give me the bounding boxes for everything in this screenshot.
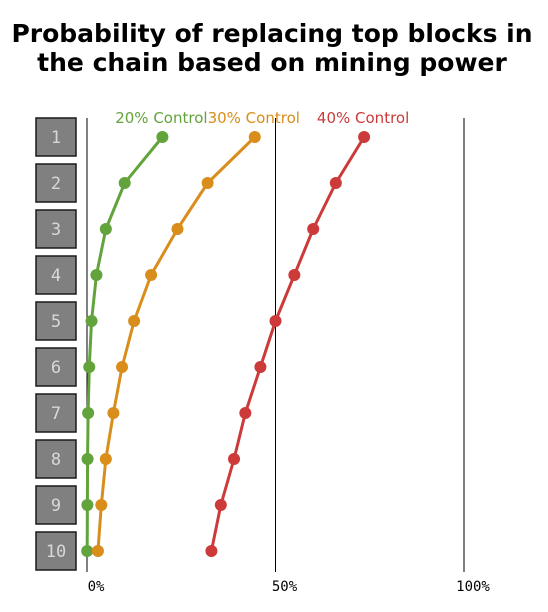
- block-box-5: [35, 301, 77, 341]
- x-axis-ticks: 0% 50% 100%: [88, 579, 491, 595]
- block-box-8: [35, 439, 77, 479]
- block-label-4: 4: [51, 266, 61, 286]
- series-1-point-4: [145, 269, 158, 281]
- block-label-1: 1: [51, 128, 61, 148]
- series-1-point-2: [201, 177, 214, 189]
- block-box-3: [35, 209, 77, 249]
- x-tick-label-100: 100%: [456, 579, 490, 595]
- x-tick-label-50: 50%: [272, 579, 298, 595]
- gridlines: [86, 118, 465, 572]
- block-label-3: 3: [51, 220, 61, 240]
- x-tick-label-0: 0%: [88, 579, 105, 595]
- block-label-5: 5: [51, 312, 61, 332]
- series-2-point-8: [228, 453, 241, 465]
- block-labels: 1 2 3 4 5 6 7 8 9 10: [35, 117, 77, 571]
- series-layer: [81, 131, 371, 557]
- series-0-point-4: [90, 269, 103, 281]
- block-box-10: [35, 531, 77, 571]
- series-0-point-8: [81, 453, 94, 465]
- series-0-point-2: [118, 177, 131, 189]
- series-1-point-7: [107, 407, 120, 419]
- block-label-8: 8: [51, 450, 61, 470]
- block-label-6: 6: [51, 358, 61, 378]
- series-2-point-6: [254, 361, 267, 373]
- series-0-point-10: [81, 545, 94, 557]
- series-2-point-5: [269, 315, 282, 327]
- series-2-point-2: [329, 177, 342, 189]
- block-box-6: [35, 347, 77, 387]
- block-label-9: 9: [51, 496, 61, 516]
- block-label-7: 7: [51, 404, 61, 424]
- series-0-point-1: [156, 131, 169, 143]
- legend: 20% Control 30% Control 40% Control: [115, 109, 409, 127]
- block-box-7: [35, 393, 77, 433]
- series-1-point-8: [99, 453, 112, 465]
- block-label-2: 2: [51, 174, 61, 194]
- series-0-point-5: [85, 315, 98, 327]
- block-box-9: [35, 485, 77, 525]
- series-2-point-9: [214, 499, 227, 511]
- series-0-point-6: [83, 361, 96, 373]
- series-2-point-10: [205, 545, 218, 557]
- legend-label-2: 40% Control: [317, 109, 409, 127]
- block-box-1: [35, 117, 77, 157]
- series-1-point-5: [128, 315, 141, 327]
- series-line-1: [96, 135, 256, 552]
- series-2-point-7: [239, 407, 252, 419]
- series-1-point-9: [95, 499, 108, 511]
- series-2-point-4: [288, 269, 301, 281]
- legend-label-1: 30% Control: [208, 109, 300, 127]
- series-0-point-9: [81, 499, 94, 511]
- series-1-point-6: [116, 361, 129, 373]
- series-1-point-10: [91, 545, 104, 557]
- block-box-4: [35, 255, 77, 295]
- block-label-10: 10: [46, 542, 66, 562]
- series-0-point-7: [82, 407, 95, 419]
- series-line-0: [85, 136, 164, 552]
- series-0-point-3: [99, 223, 112, 235]
- chart-title-line-1: Probability of replacing top blocks in: [11, 19, 532, 48]
- legend-label-0: 20% Control: [115, 109, 207, 127]
- series-1-point-3: [171, 223, 184, 235]
- series-1-point-1: [248, 131, 261, 143]
- block-box-2: [35, 163, 77, 203]
- chart-title-line-2: the chain based on mining power: [37, 48, 507, 77]
- series-line-2: [209, 136, 366, 552]
- series-2-point-1: [358, 131, 371, 143]
- series-2-point-3: [307, 223, 320, 235]
